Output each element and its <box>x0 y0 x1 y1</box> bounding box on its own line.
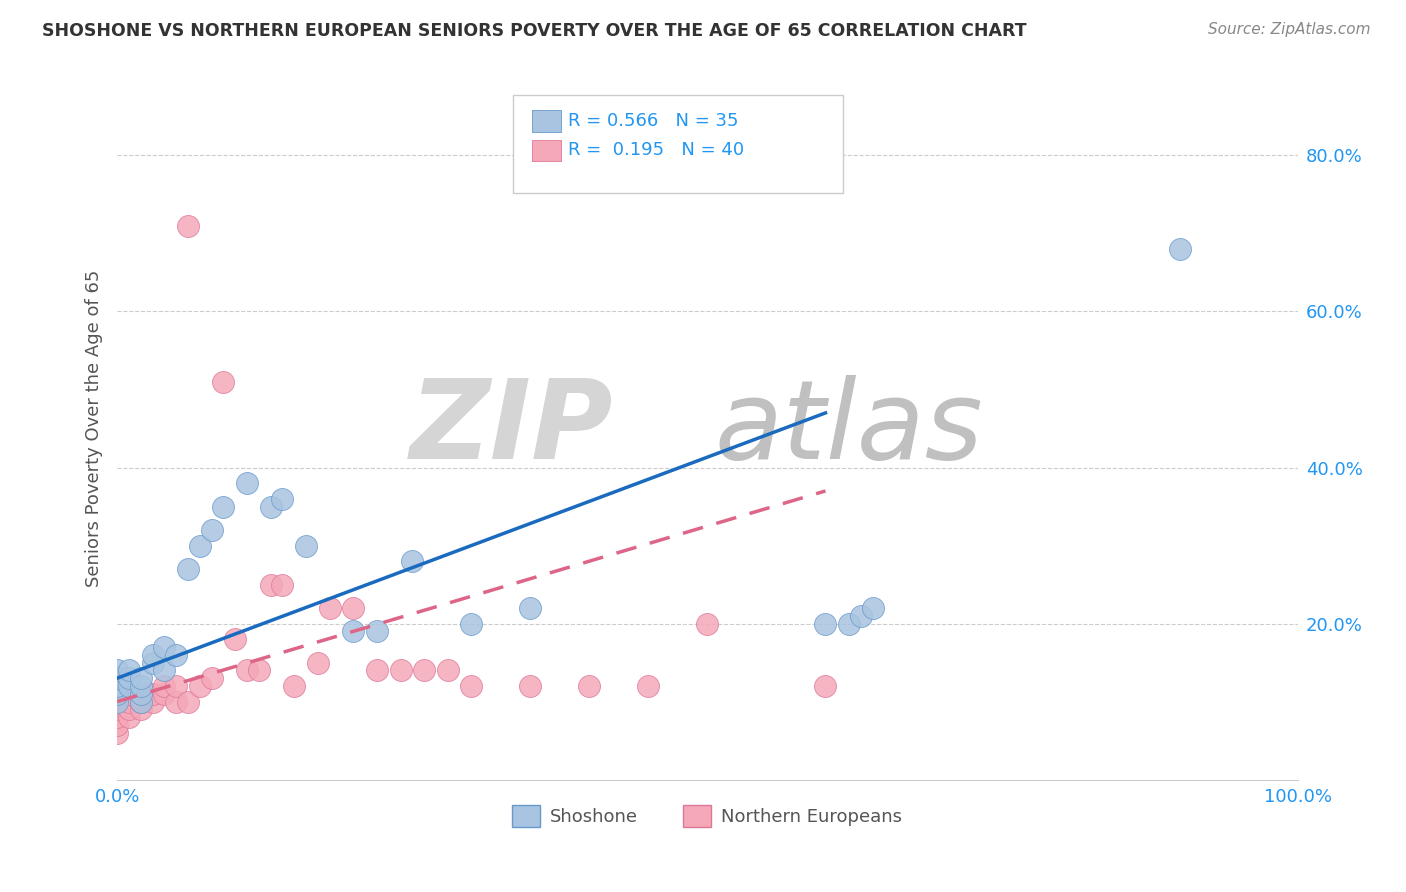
Point <box>118 710 141 724</box>
Text: atlas: atlas <box>714 375 983 482</box>
Point <box>271 491 294 506</box>
Point <box>105 671 128 685</box>
Point <box>129 702 152 716</box>
Point <box>236 476 259 491</box>
Point <box>165 679 187 693</box>
Point <box>118 671 141 685</box>
Point <box>401 554 423 568</box>
Point <box>436 664 458 678</box>
Text: Source: ZipAtlas.com: Source: ZipAtlas.com <box>1208 22 1371 37</box>
Point <box>413 664 436 678</box>
Text: R =  0.195   N = 40: R = 0.195 N = 40 <box>568 142 744 160</box>
Point <box>105 718 128 732</box>
FancyBboxPatch shape <box>531 111 561 131</box>
Point <box>129 687 152 701</box>
Point <box>165 695 187 709</box>
Point <box>142 687 165 701</box>
Point <box>105 710 128 724</box>
Text: SHOSHONE VS NORTHERN EUROPEAN SENIORS POVERTY OVER THE AGE OF 65 CORRELATION CHA: SHOSHONE VS NORTHERN EUROPEAN SENIORS PO… <box>42 22 1026 40</box>
Point <box>342 601 364 615</box>
Point <box>366 664 388 678</box>
Point <box>165 648 187 662</box>
Point <box>118 679 141 693</box>
Point <box>177 219 200 233</box>
Point <box>201 523 224 537</box>
Point <box>153 679 176 693</box>
Point <box>153 664 176 678</box>
Point <box>271 577 294 591</box>
Point <box>177 562 200 576</box>
Point <box>318 601 340 615</box>
Point <box>142 648 165 662</box>
Point <box>460 616 482 631</box>
Point <box>637 679 659 693</box>
Point <box>862 601 884 615</box>
Point <box>153 640 176 654</box>
Point <box>142 695 165 709</box>
Text: R = 0.566   N = 35: R = 0.566 N = 35 <box>568 112 738 130</box>
Point <box>1168 242 1191 256</box>
FancyBboxPatch shape <box>513 95 844 194</box>
Point <box>105 726 128 740</box>
Point <box>295 539 318 553</box>
Point <box>460 679 482 693</box>
Point <box>814 679 837 693</box>
Point <box>118 664 141 678</box>
Point <box>105 695 128 709</box>
Point <box>142 656 165 670</box>
Point <box>105 664 128 678</box>
Point <box>224 632 246 647</box>
Point <box>105 679 128 693</box>
Point <box>342 624 364 639</box>
Point <box>129 695 152 709</box>
Point <box>814 616 837 631</box>
Point <box>212 500 235 514</box>
Point <box>177 695 200 709</box>
Point <box>247 664 270 678</box>
Point <box>188 679 211 693</box>
Point <box>105 687 128 701</box>
Point <box>578 679 600 693</box>
Point <box>118 702 141 716</box>
Point <box>838 616 860 631</box>
Point <box>212 375 235 389</box>
Point <box>188 539 211 553</box>
Point <box>259 577 281 591</box>
Point <box>519 601 541 615</box>
Text: ZIP: ZIP <box>409 375 613 482</box>
Y-axis label: Seniors Poverty Over the Age of 65: Seniors Poverty Over the Age of 65 <box>86 270 103 587</box>
Point <box>201 671 224 685</box>
Point <box>236 664 259 678</box>
Point <box>129 671 152 685</box>
Point <box>389 664 412 678</box>
Point <box>129 679 152 693</box>
Point <box>259 500 281 514</box>
Point <box>307 656 329 670</box>
Point <box>283 679 305 693</box>
Point <box>849 608 872 623</box>
Legend: Shoshone, Northern Europeans: Shoshone, Northern Europeans <box>505 797 910 834</box>
Point <box>153 687 176 701</box>
Point <box>105 702 128 716</box>
Point <box>129 695 152 709</box>
FancyBboxPatch shape <box>531 140 561 161</box>
Point <box>519 679 541 693</box>
Point <box>696 616 718 631</box>
Point <box>118 687 141 701</box>
Point <box>118 695 141 709</box>
Point <box>366 624 388 639</box>
